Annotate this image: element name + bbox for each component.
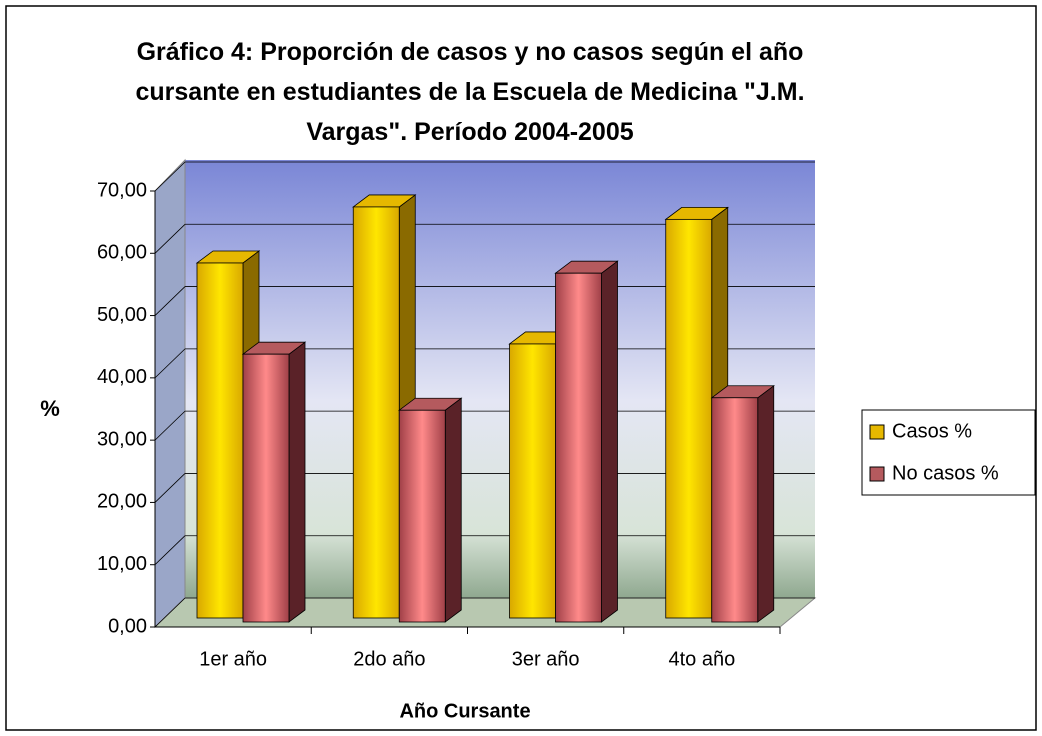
- x-tick-label: 1er año: [199, 648, 267, 670]
- y-tick-label: 40,00: [97, 366, 147, 388]
- grid-line: [154, 161, 186, 192]
- y-tick-label: 0,00: [108, 615, 147, 637]
- grid-line: [154, 286, 186, 316]
- bar: [352, 206, 400, 619]
- legend-swatch: [869, 466, 885, 482]
- legend-label: No casos %: [892, 462, 999, 484]
- y-tick-label: 10,00: [97, 553, 147, 575]
- bar: [711, 397, 759, 623]
- x-axis-label: Año Cursante: [399, 700, 530, 722]
- legend-swatch: [869, 424, 885, 440]
- chart-title: Gráfico 4: Proporción de casos y no caso…: [135, 38, 805, 146]
- bar-side: [601, 260, 618, 623]
- bar-side: [288, 341, 306, 623]
- bar: [196, 262, 244, 619]
- legend-label: Casos %: [892, 420, 972, 442]
- grid-line: [154, 348, 186, 379]
- bar: [555, 272, 602, 623]
- grid-line: [154, 535, 186, 566]
- bar-side: [444, 397, 462, 623]
- y-tick-label: 50,00: [97, 304, 147, 326]
- y-tick-label: 60,00: [97, 242, 147, 264]
- y-tick-label: 20,00: [97, 491, 147, 513]
- grid-line: [154, 473, 186, 503]
- back-wall: [185, 160, 815, 598]
- grid-line: [154, 410, 186, 441]
- bar: [398, 409, 446, 623]
- y-tick-label: 30,00: [97, 428, 147, 450]
- bar-side: [757, 384, 775, 623]
- grid-line: [154, 597, 186, 628]
- legend-box: [861, 409, 1036, 496]
- side-wall: [154, 158, 186, 629]
- x-tick-label: 4to año: [669, 648, 736, 670]
- bar: [242, 353, 290, 623]
- bar: [665, 218, 713, 619]
- grid-line: [154, 223, 186, 254]
- y-tick-label: 70,00: [97, 179, 147, 201]
- y-axis-label: %: [40, 396, 60, 421]
- bar: [509, 343, 556, 619]
- x-tick-label: 3er año: [512, 648, 580, 670]
- x-tick-label: 2do año: [353, 648, 425, 670]
